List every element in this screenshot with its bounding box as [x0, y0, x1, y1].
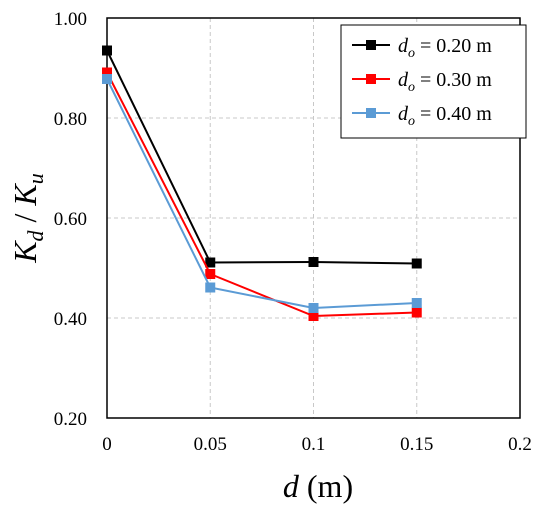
data-point — [205, 269, 216, 279]
series-3 — [102, 74, 422, 313]
legend-marker — [366, 74, 376, 84]
legend-marker — [366, 40, 376, 50]
data-point — [308, 303, 319, 313]
x-tick-label: 0.05 — [194, 434, 227, 455]
legend-label: do = 0.20 m — [398, 35, 492, 61]
legend-marker — [366, 108, 376, 118]
x-tick-label: 0.15 — [400, 434, 433, 455]
y-tick-label: 0.80 — [54, 109, 87, 130]
legend-label: do = 0.30 m — [398, 69, 492, 95]
legend-label: do = 0.40 m — [398, 103, 492, 129]
data-point — [411, 258, 422, 269]
y-axis-label: Kd / Ku — [7, 173, 48, 264]
y-tick-label: 0.40 — [54, 309, 87, 330]
data-point — [308, 311, 319, 321]
tick-labels: 0 0.05 0.1 0.15 0.2 0.20 0.40 0.60 0.80 1.00 — [54, 9, 532, 455]
series-2 — [102, 67, 422, 321]
series-line — [106, 50, 417, 265]
data-point — [205, 257, 216, 268]
legend-item-2: do = 0.30 m — [352, 69, 492, 95]
series-1 — [102, 45, 422, 269]
data-point — [102, 74, 112, 84]
data-point — [411, 307, 422, 318]
data-point — [411, 298, 422, 308]
legend-item-1: do = 0.20 m — [352, 35, 492, 61]
series-line — [106, 72, 417, 318]
data-point — [102, 67, 112, 78]
x-axis-label: d (m) — [283, 468, 353, 504]
data-point — [205, 282, 216, 293]
x-tick-label: 0.1 — [302, 434, 326, 455]
y-tick-label: 0.60 — [54, 209, 87, 230]
data-point — [308, 257, 319, 267]
series-group — [102, 45, 422, 321]
plot-frame — [106, 17, 521, 419]
x-tick-label: 0.2 — [508, 434, 532, 455]
x-tick-label: 0 — [102, 434, 112, 455]
data-point — [102, 45, 112, 56]
legend: do = 0.20 m do = 0.30 m do = 0.40 m — [340, 24, 527, 139]
y-tick-label: 0.20 — [54, 409, 87, 430]
y-tick-label: 1.00 — [54, 9, 87, 30]
series-line — [106, 78, 417, 310]
legend-item-3: do = 0.40 m — [352, 103, 492, 129]
